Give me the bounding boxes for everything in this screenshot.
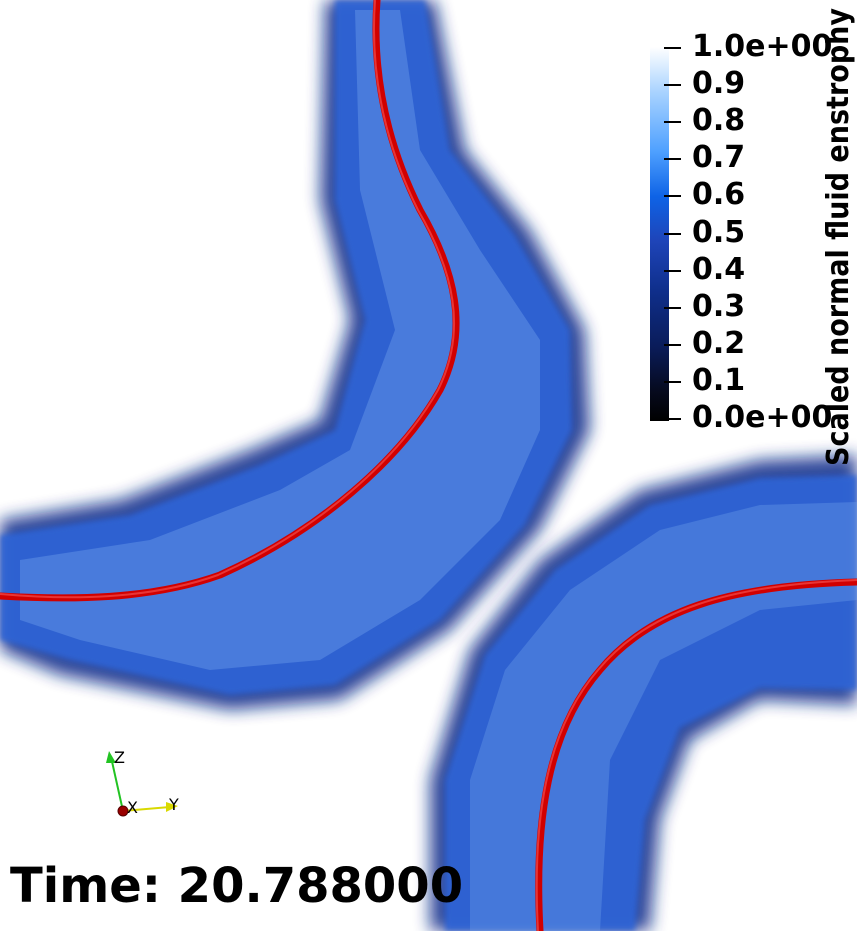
tick-label: 0.5	[692, 215, 746, 250]
time-label: Time: 20.788000	[10, 858, 464, 914]
tick-label: 0.6	[692, 177, 746, 212]
tick-label: 0.9	[692, 66, 746, 101]
tick-mark	[664, 47, 681, 49]
vortex-line-lower-highlight	[535, 579, 857, 931]
tick-mark	[664, 344, 681, 346]
tick-label: 0.7	[692, 140, 746, 175]
tick-mark	[664, 195, 681, 197]
tick-mark	[664, 307, 681, 309]
z-axis-label: Z	[114, 748, 125, 767]
vortex-line-upper-highlight	[0, 0, 455, 599]
tick-mark	[664, 381, 681, 383]
vortex-tube-upper	[0, 0, 590, 710]
tick-label: 0.0e+00	[692, 400, 833, 435]
tick-mark	[664, 84, 681, 86]
y-axis-arrow-icon	[166, 802, 178, 812]
tick-mark	[664, 270, 681, 272]
tick-mark	[664, 158, 681, 160]
orientation-axes[interactable]: Z X Y	[100, 745, 190, 825]
tick-label: 0.1	[692, 363, 746, 398]
y-axis-label: Y	[168, 795, 179, 814]
tick-mark	[664, 418, 681, 420]
vortex-tube-lower	[430, 455, 857, 931]
x-axis-label: X	[127, 798, 138, 817]
tick-label: 0.8	[692, 103, 746, 138]
tick-label: 0.4	[692, 252, 746, 287]
tick-mark	[664, 121, 681, 123]
colorbar-title: Scaled normal fluid enstrophy	[821, 8, 856, 466]
svg-text:Scaled normal fluid enstrophy: Scaled normal fluid enstrophy	[821, 8, 856, 466]
tick-mark	[664, 233, 681, 235]
tick-label: 1.0e+00	[692, 29, 833, 64]
colorbar-gradient	[650, 47, 669, 421]
z-axis-arrow-icon	[106, 751, 116, 763]
tick-label: 0.3	[692, 289, 746, 324]
tick-label: 0.2	[692, 326, 746, 361]
x-axis-origin-icon	[117, 805, 129, 817]
